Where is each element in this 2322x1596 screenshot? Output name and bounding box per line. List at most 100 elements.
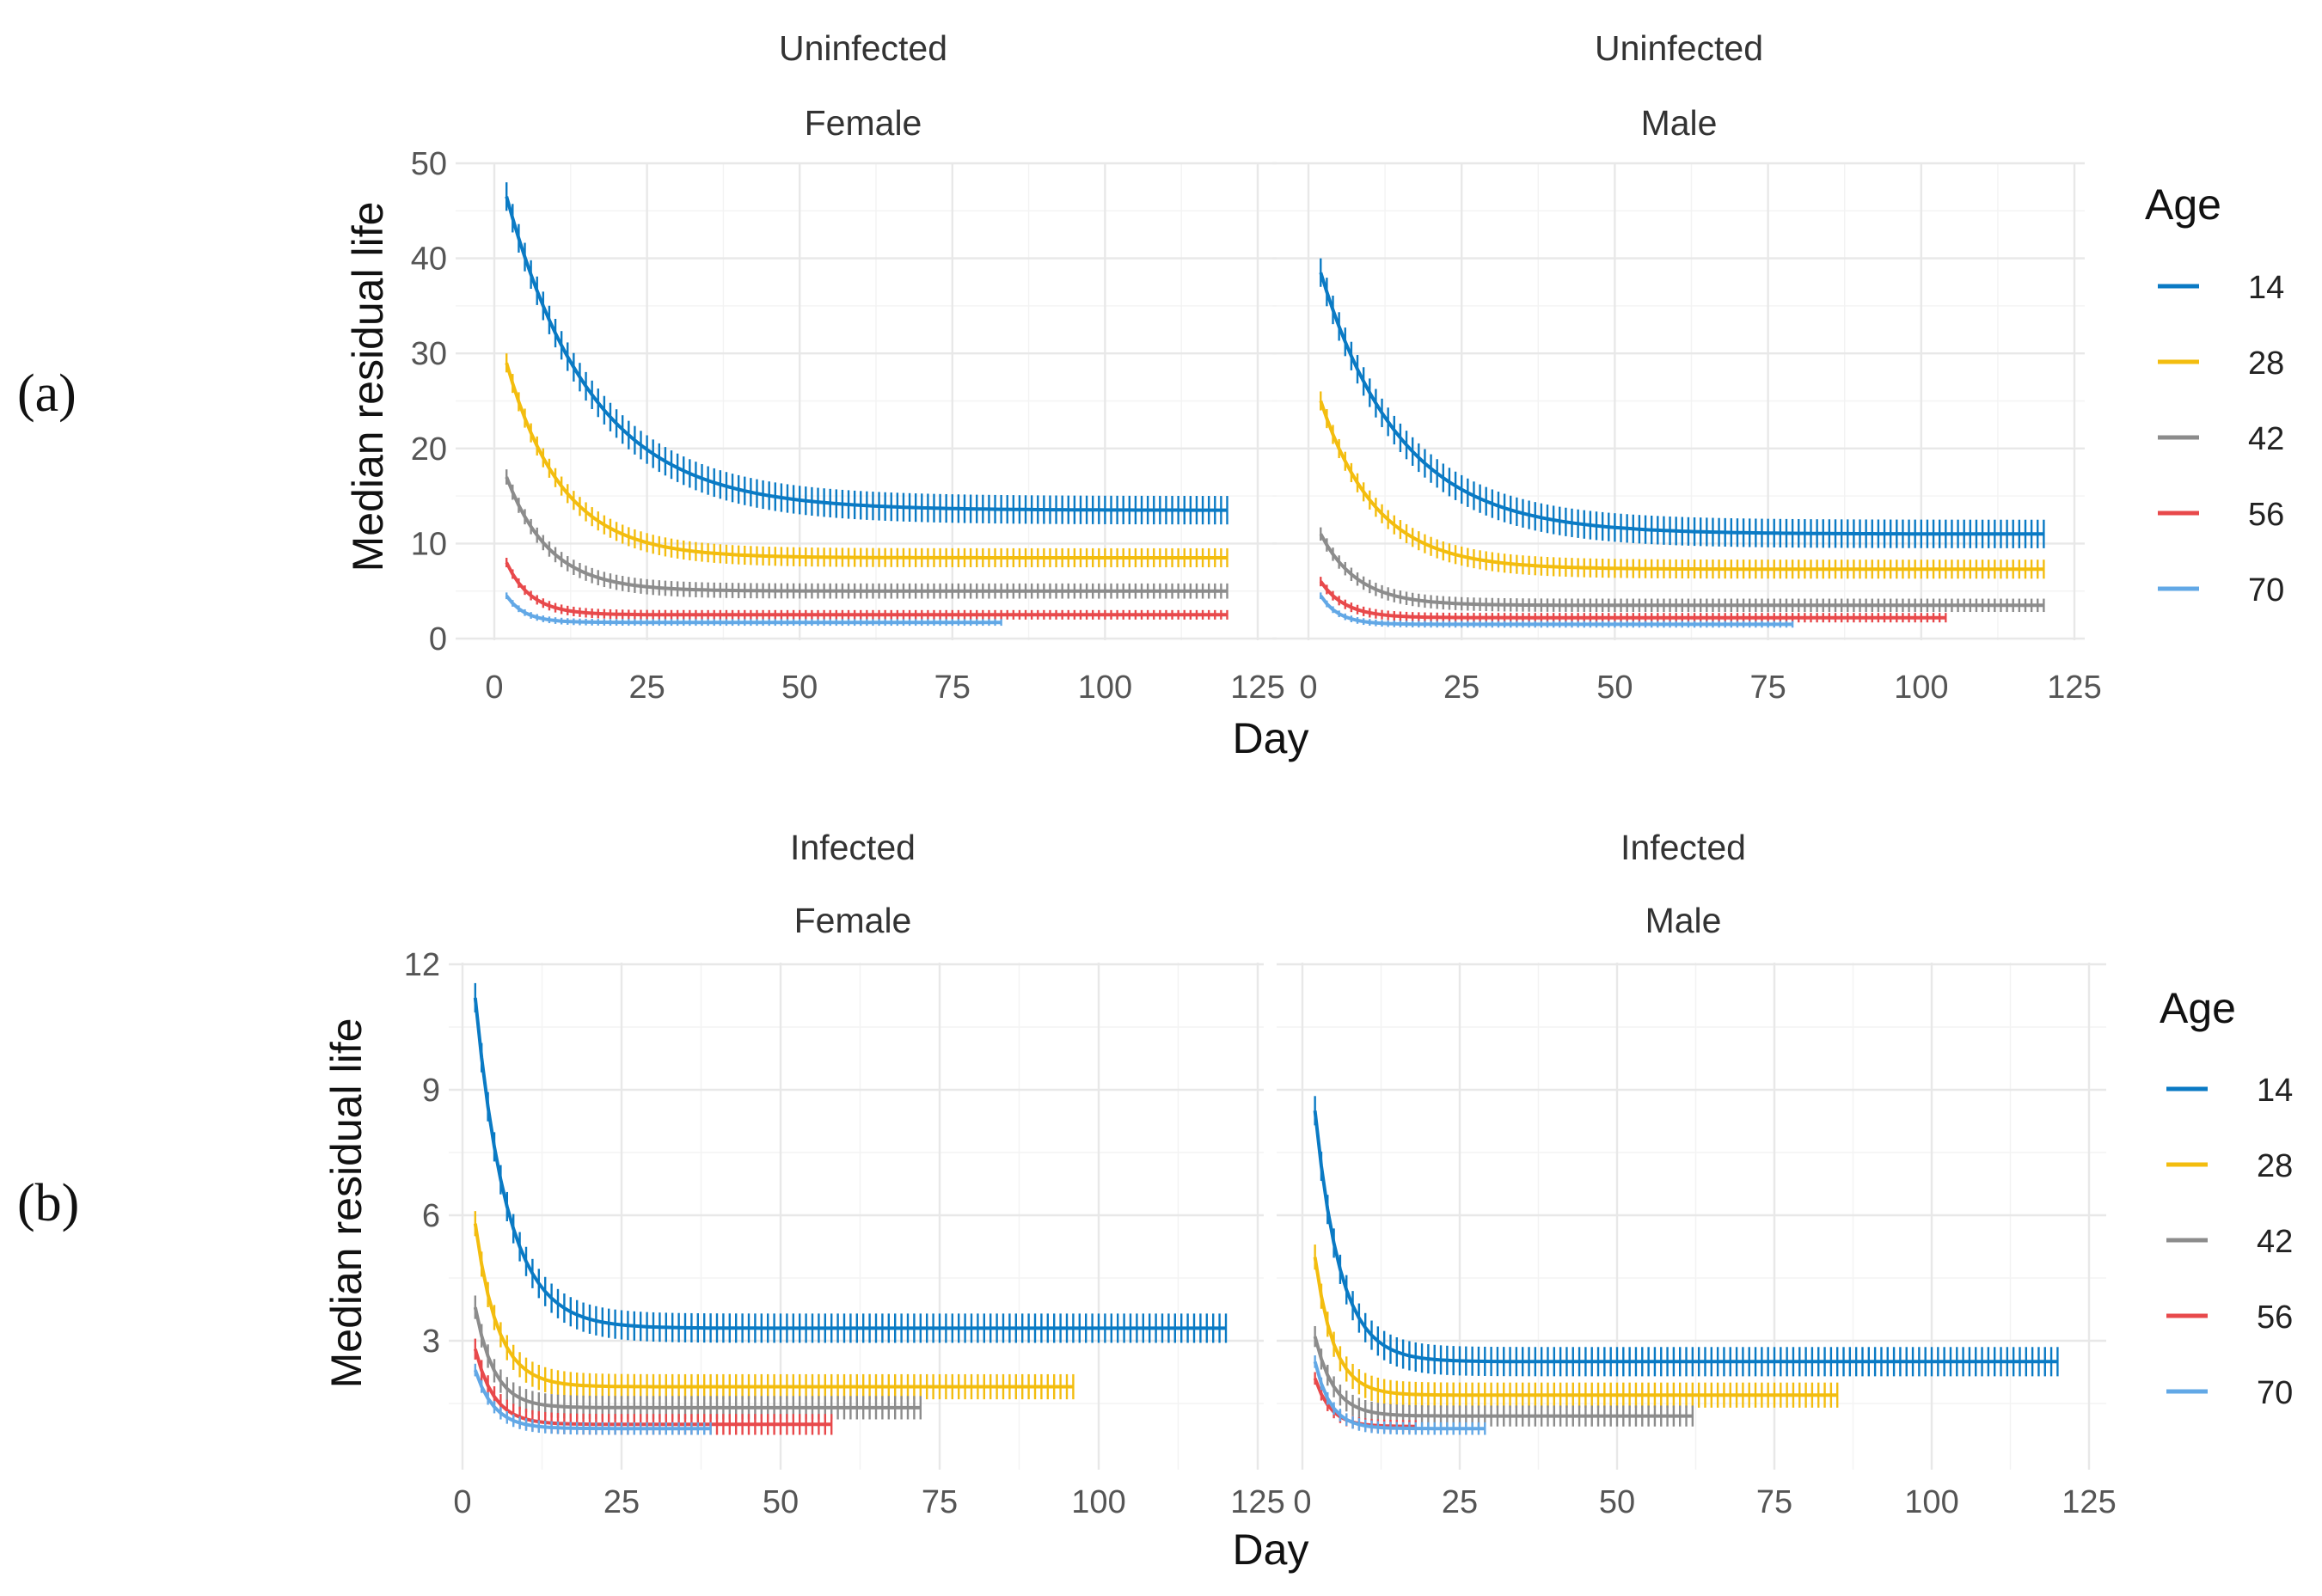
x-tick-label: 25 <box>603 1484 640 1520</box>
series-28-line <box>1313 1257 1838 1397</box>
x-tick-label: 50 <box>1596 670 1633 706</box>
series-28-line <box>1319 400 2044 572</box>
strip-top-a-left: Uninfected <box>779 28 947 68</box>
x-tick-label: 100 <box>1904 1484 1958 1520</box>
legend-label-28: 28 <box>2248 345 2284 382</box>
series-28 <box>505 353 1228 568</box>
x-tick-label: 25 <box>628 670 665 706</box>
legend-a: Age 14 28 42 56 70 <box>2145 180 2284 608</box>
series-28-line <box>505 362 1228 560</box>
series-14-line <box>1319 272 2044 536</box>
series-42-line <box>473 1306 921 1409</box>
x-tick-label: 75 <box>1756 1484 1792 1520</box>
x-tick-label: 125 <box>2062 1484 2116 1520</box>
series-28-line <box>473 1223 1074 1389</box>
series-14 <box>473 982 1228 1343</box>
strip-sub-a-right: Male <box>1641 103 1718 143</box>
series-28 <box>473 1211 1075 1400</box>
legend-label-42: 42 <box>2248 421 2284 457</box>
y-tick-label: 0 <box>429 621 447 657</box>
x-axis-title-b: Day <box>1233 1526 1309 1574</box>
series-70 <box>1313 1355 1486 1435</box>
series-56 <box>1319 577 1947 623</box>
y-axis-title-a: Median residual life <box>344 202 392 572</box>
strip-top-b-right: Infected <box>1620 828 1746 867</box>
series-70-line <box>1313 1361 1486 1431</box>
legend-label-70: 70 <box>2248 572 2284 608</box>
series-14-line <box>1313 1110 2058 1364</box>
y-tick-label: 30 <box>411 336 447 372</box>
series-70-line <box>505 594 1002 625</box>
strip-top-b-left: Infected <box>790 828 916 867</box>
series-42-line <box>1313 1336 1693 1418</box>
series-42 <box>1313 1325 1694 1427</box>
series-56-line <box>505 561 1228 617</box>
series-70-line <box>473 1369 711 1431</box>
series-42-line <box>1319 533 2044 608</box>
strip-top-a-right: Uninfected <box>1595 28 1763 68</box>
row-label-a: (a) <box>17 364 77 423</box>
legend-label-56: 56 <box>2257 1299 2293 1336</box>
series-70 <box>1319 592 1794 628</box>
x-tick-label: 25 <box>1443 670 1480 706</box>
series-42-line <box>505 476 1228 593</box>
series-14-line <box>473 997 1226 1330</box>
x-tick-label: 75 <box>922 1484 958 1520</box>
series-56 <box>505 557 1228 620</box>
x-tick-label: 0 <box>453 1484 471 1520</box>
legend-b: Age 14 28 42 56 70 <box>2160 984 2293 1411</box>
legend-title-b: Age <box>2160 984 2236 1032</box>
x-tick-label: 100 <box>1894 670 1948 706</box>
series-14-line <box>505 196 1228 512</box>
series-70-line <box>1319 594 1793 627</box>
x-tick-label: 50 <box>781 670 818 706</box>
strip-sub-b-right: Male <box>1645 901 1722 940</box>
x-tick-label: 25 <box>1442 1484 1478 1520</box>
x-axis-title-a: Day <box>1233 714 1309 762</box>
series-14 <box>505 182 1228 525</box>
y-tick-label: 9 <box>422 1073 440 1109</box>
y-tick-label: 3 <box>422 1324 440 1360</box>
series-42 <box>505 469 1228 599</box>
y-tick-label: 10 <box>411 526 447 562</box>
legend-label-42: 42 <box>2257 1224 2293 1260</box>
x-tick-label: 50 <box>763 1484 799 1520</box>
x-tick-label: 125 <box>1230 670 1284 706</box>
legend-label-70: 70 <box>2257 1375 2293 1411</box>
series-14 <box>1319 258 2045 548</box>
x-tick-label: 100 <box>1071 1484 1125 1520</box>
x-tick-label: 125 <box>2047 670 2101 706</box>
series-42 <box>1319 527 2045 613</box>
series-56-line <box>1319 580 1946 620</box>
x-tick-label: 75 <box>934 670 971 706</box>
x-tick-label: 50 <box>1599 1484 1635 1520</box>
x-tick-label: 0 <box>1293 1484 1311 1520</box>
legend-label-28: 28 <box>2257 1148 2293 1184</box>
x-tick-label: 125 <box>1230 1484 1284 1520</box>
row-label-b: (b) <box>17 1174 79 1232</box>
panel-infected-female: 0 25 50 75 100 125 3 6 9 12 <box>404 947 1285 1520</box>
series-70 <box>505 592 1002 627</box>
legend-title-a: Age <box>2145 180 2221 229</box>
x-tick-label: 75 <box>1749 670 1786 706</box>
legend-label-14: 14 <box>2257 1073 2293 1109</box>
y-tick-label: 40 <box>411 242 447 278</box>
series-70 <box>473 1363 712 1435</box>
strip-sub-b-left: Female <box>794 901 912 940</box>
y-tick-label: 6 <box>422 1198 440 1234</box>
y-axis-title-b: Median residual life <box>322 1018 371 1389</box>
strip-sub-a-left: Female <box>805 103 922 143</box>
x-tick-label: 0 <box>1299 670 1317 706</box>
y-tick-label: 50 <box>411 146 447 182</box>
series-28 <box>1319 391 2045 579</box>
panel-uninfected-male: 0 25 50 75 100 125 <box>1272 162 2102 706</box>
series-28 <box>1313 1244 1839 1408</box>
y-tick-label: 20 <box>411 431 447 468</box>
y-tick-label: 12 <box>404 947 440 983</box>
legend-label-56: 56 <box>2248 497 2284 533</box>
x-tick-label: 100 <box>1078 670 1132 706</box>
x-tick-label: 0 <box>485 670 503 706</box>
legend-label-14: 14 <box>2248 270 2284 306</box>
series-14 <box>1313 1096 2059 1377</box>
